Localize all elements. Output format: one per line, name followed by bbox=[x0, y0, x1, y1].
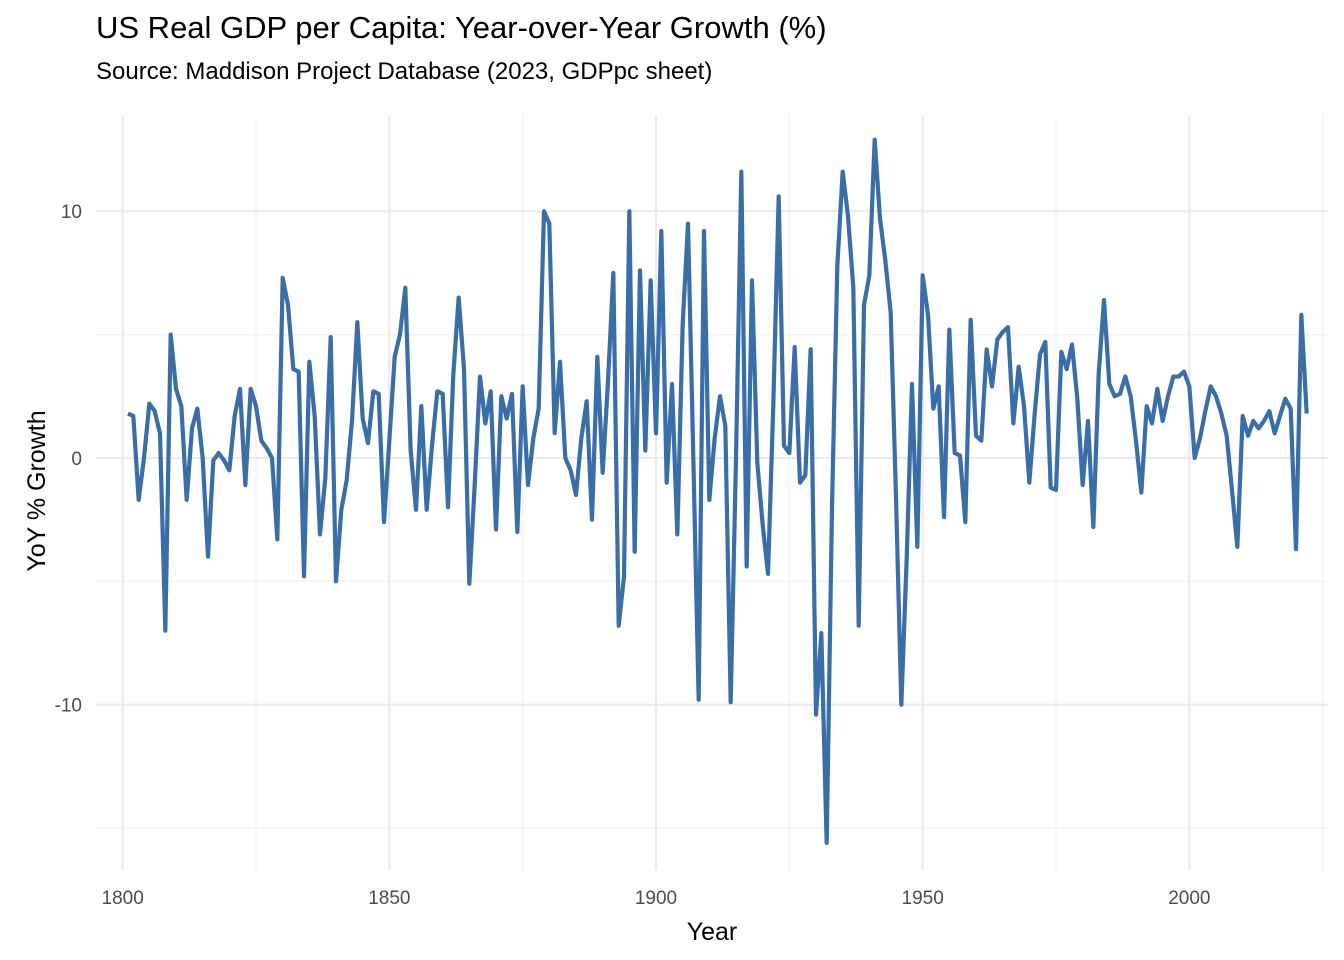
y-tick-label: -10 bbox=[55, 696, 82, 717]
x-tick-label: 1800 bbox=[102, 888, 144, 909]
series-layer bbox=[127, 137, 1309, 845]
x-axis-title: Year bbox=[687, 918, 738, 946]
x-axis-ticks: 1800 1850 1900 1950 2000 bbox=[102, 888, 1211, 909]
chart-title: US Real GDP per Capita: Year-over-Year G… bbox=[96, 10, 827, 45]
minor-gridlines bbox=[96, 115, 1328, 870]
x-tick-label: 1850 bbox=[368, 888, 410, 909]
y-tick-label: 0 bbox=[71, 449, 82, 470]
x-tick-label: 1900 bbox=[635, 888, 677, 909]
y-axis-title: YoY % Growth bbox=[23, 410, 51, 571]
x-tick-label: 2000 bbox=[1168, 888, 1210, 909]
series-line bbox=[127, 137, 1309, 845]
y-axis-ticks: -10 0 10 bbox=[55, 202, 82, 716]
chart-subtitle: Source: Maddison Project Database (2023,… bbox=[96, 58, 713, 85]
y-tick-label: 10 bbox=[61, 202, 82, 223]
x-tick-label: 1950 bbox=[902, 888, 944, 909]
